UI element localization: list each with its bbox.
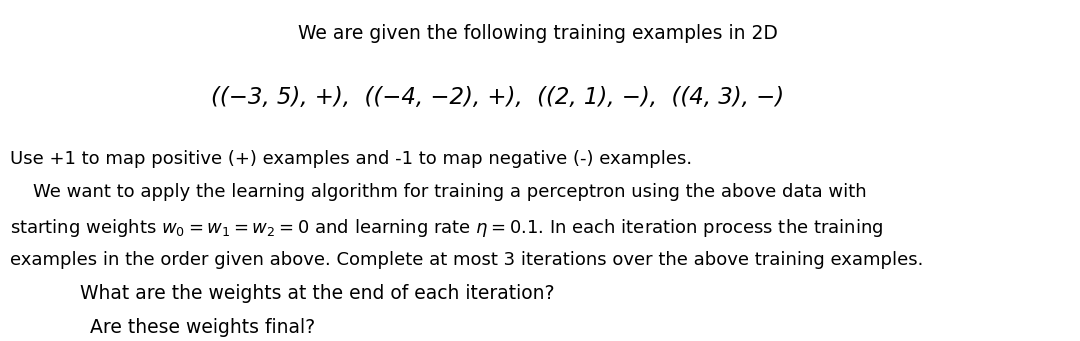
- Text: Are these weights final?: Are these weights final?: [90, 318, 314, 337]
- Text: ((−3, 5), +),  ((−4, −2), +),  ((2, 1), −),  ((4, 3), −): ((−3, 5), +), ((−4, −2), +), ((2, 1), −)…: [211, 86, 784, 109]
- Text: We want to apply the learning algorithm for training a perceptron using the abov: We want to apply the learning algorithm …: [10, 183, 866, 202]
- Text: What are the weights at the end of each iteration?: What are the weights at the end of each …: [80, 284, 554, 303]
- Text: We are given the following training examples in 2D: We are given the following training exam…: [297, 24, 778, 43]
- Text: examples in the order given above. Complete at most 3 iterations over the above : examples in the order given above. Compl…: [10, 251, 923, 269]
- Text: Use +1 to map positive (+) examples and -1 to map negative (-) examples.: Use +1 to map positive (+) examples and …: [10, 150, 692, 168]
- Text: starting weights $w_0 = w_1 = w_2 = 0$ and learning rate $\eta = 0.1$. In each i: starting weights $w_0 = w_1 = w_2 = 0$ a…: [10, 217, 883, 239]
